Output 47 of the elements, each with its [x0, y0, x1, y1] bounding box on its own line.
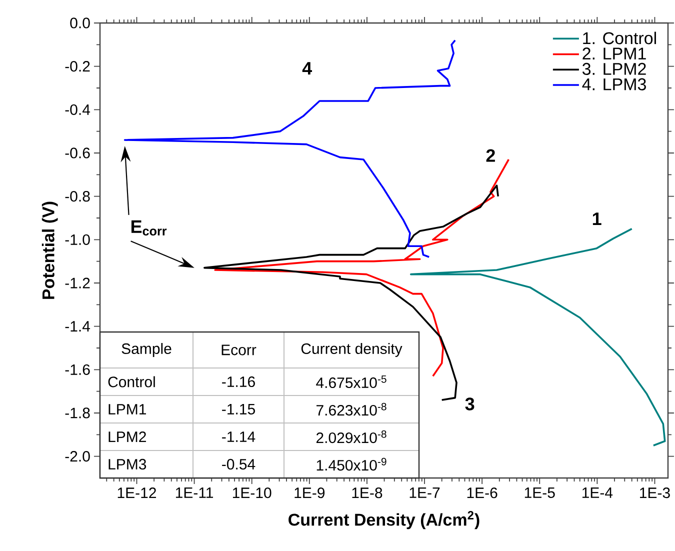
x-tick-label: 1E-11 — [176, 488, 214, 498]
annotation: 1 — [592, 212, 602, 226]
y-tick-label: -1.0 — [65, 234, 90, 245]
x-tick-label: 1E-8 — [352, 488, 382, 498]
y-tick-label: -1.8 — [65, 408, 90, 418]
y-tick-label: -0.2 — [65, 61, 90, 72]
x-tick-label: 1E-4 — [582, 488, 613, 498]
annotation: 1.450x10$^{-9}$ — [316, 458, 386, 471]
annotation: Current density — [301, 342, 402, 357]
legend-label: 2. LPM1 — [582, 48, 646, 60]
annotation: 3 — [465, 398, 474, 410]
y-tick-label: 0.0 — [70, 18, 90, 28]
annotation: LPM2 — [108, 431, 146, 442]
legend-label: 4. LPM3 — [582, 78, 646, 90]
annotation: Ecorr — [222, 344, 256, 356]
x-tick-label: 1E-12 — [118, 488, 156, 498]
y-tick-label: -0.8 — [65, 191, 90, 202]
annotation: -1.16 — [222, 376, 255, 388]
y-tick-label: -0.6 — [65, 148, 90, 158]
legend-label: 1. Control — [583, 32, 656, 44]
y-tick-label: -1.4 — [65, 321, 90, 332]
annotation: 7.623x10$^{-8}$ — [316, 402, 386, 416]
x-tick-label: 1E-7 — [410, 488, 440, 498]
x-tick-label: 1E-10 — [232, 488, 272, 498]
annotation: 4.675x10$^{-5}$ — [316, 375, 386, 388]
x-tick-label: 1E-3 — [640, 488, 670, 498]
y-tick-label: -0.4 — [65, 104, 90, 115]
annotation: LPM3 — [108, 458, 146, 470]
annotation: LPM1 — [108, 404, 146, 414]
annotation: 2.029x10$^{-8}$ — [316, 430, 386, 444]
annotation: -0.54 — [222, 458, 256, 470]
annotation: 2 — [486, 149, 495, 162]
legend-label: 3. LPM2 — [582, 62, 646, 75]
y-axis-title: Potential (V) — [42, 202, 58, 299]
annotation: Sample — [122, 342, 172, 357]
annotation: 4 — [302, 62, 312, 75]
annotation: E$_{corr}$ — [131, 220, 167, 236]
y-tick-label: -1.6 — [65, 364, 90, 375]
annotation: -1.14 — [222, 432, 256, 442]
x-tick-label: 1E-5 — [524, 488, 555, 498]
x-axis-title: Current Density (A/cm$^{2}$) — [288, 511, 480, 530]
y-tick-label: -1.2 — [65, 278, 90, 288]
x-tick-label: 1E-9 — [294, 488, 325, 498]
x-tick-label: 1E-6 — [467, 488, 498, 498]
annotation: -1.15 — [222, 404, 255, 414]
annotation: Control — [108, 376, 155, 388]
y-tick-label: -2.0 — [65, 451, 90, 462]
